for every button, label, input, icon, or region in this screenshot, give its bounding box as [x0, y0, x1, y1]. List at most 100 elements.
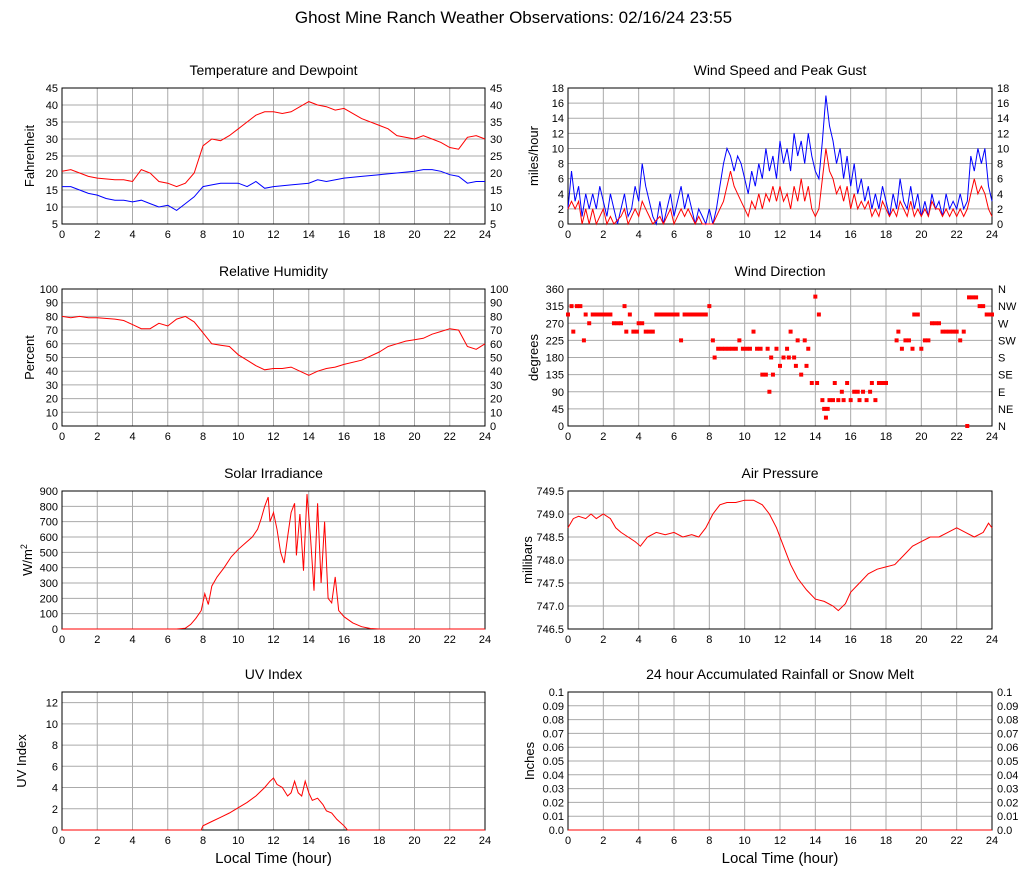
x-tick-label: 4 — [636, 229, 642, 241]
y-tick-label: 0.08 — [543, 715, 564, 727]
y-tick-label: 900 — [40, 486, 58, 498]
y-tick-label: 0.01 — [543, 811, 564, 823]
wind-direction-point — [631, 329, 636, 334]
y-tick-label-right: 0.0 — [997, 825, 1012, 837]
wind-direction-point — [786, 355, 791, 360]
wind-direction-point — [689, 312, 694, 317]
x-tick-label: 6 — [671, 431, 677, 443]
x-tick-label: 24 — [479, 835, 491, 847]
y-tick-label-right: 10 — [490, 202, 502, 214]
y-tick-label-right: 6 — [997, 174, 1003, 186]
x-tick-label: 8 — [706, 431, 712, 443]
wind-direction-point — [792, 355, 797, 360]
x-tick-label: 6 — [671, 835, 677, 847]
x-tick-label: 14 — [303, 229, 315, 241]
wind-direction-point — [947, 329, 952, 334]
y-tick-label: 0.02 — [543, 797, 564, 809]
wind-direction-point — [619, 321, 623, 326]
y-tick-label: 747.0 — [536, 601, 564, 613]
wind-direction-point — [845, 380, 850, 385]
y-tick-label: 12 — [46, 698, 58, 710]
wind-direction-point — [650, 329, 655, 334]
series-line-uv-0 — [62, 777, 485, 831]
compass-label: NE — [998, 404, 1013, 416]
y-tick-label-right: 0.04 — [997, 770, 1018, 782]
wind-direction-point — [700, 312, 705, 317]
wind-direction-point — [601, 312, 606, 317]
wind-direction-point — [664, 312, 669, 317]
wind-direction-point — [910, 346, 915, 351]
wind-direction-point — [657, 312, 662, 317]
wind-direction-point — [793, 363, 798, 368]
x-tick-label: 24 — [986, 835, 998, 847]
x-tick-label: 10 — [232, 229, 244, 241]
x-tick-label: 10 — [232, 431, 244, 443]
wind-direction-point — [675, 312, 680, 317]
x-tick-label: 20 — [408, 634, 420, 646]
x-tick-label: 22 — [444, 634, 456, 646]
y-tick-label-right: 0.05 — [997, 756, 1018, 768]
series-line-rh-0 — [61, 315, 486, 376]
wind-direction-point — [981, 304, 986, 309]
series-line-press-0 — [567, 499, 993, 612]
wind-direction-point — [967, 295, 972, 300]
x-tick-label: 18 — [880, 835, 892, 847]
wind-direction-point — [737, 338, 742, 343]
y-axis-label: W/m2 — [19, 544, 35, 576]
x-tick-label: 16 — [845, 229, 857, 241]
x-tick-label: 22 — [951, 634, 963, 646]
plot-frame — [61, 87, 486, 225]
y-tick-label: 600 — [40, 532, 58, 544]
y-tick-label-right: 0.01 — [997, 811, 1018, 823]
chart-title: 24 hour Accumulated Rainfall or Snow Mel… — [646, 666, 914, 682]
y-tick-label: 10 — [46, 202, 58, 214]
y-tick-label-right: 0.03 — [997, 784, 1018, 796]
y-tick-label-right: 12 — [997, 128, 1009, 140]
wind-direction-point — [760, 372, 765, 377]
wind-direction-point — [774, 346, 779, 351]
wind-direction-point — [906, 338, 911, 343]
wind-direction-point — [710, 338, 715, 343]
wind-direction-point — [848, 398, 853, 403]
wind-direction-point — [806, 346, 811, 351]
wind-direction-point — [583, 312, 588, 317]
y-tick-label-right: 15 — [490, 185, 502, 197]
wind-direction-point — [574, 304, 579, 309]
x-tick-label: 8 — [706, 634, 712, 646]
wind-direction-point — [730, 346, 735, 351]
wind-direction-point — [571, 329, 576, 334]
x-axis-label: Local Time (hour) — [722, 850, 839, 867]
wind-direction-point — [799, 372, 804, 377]
wind-direction-point — [884, 380, 888, 385]
y-tick-label: 10 — [46, 407, 58, 419]
y-tick-label: 2 — [558, 204, 564, 216]
wind-direction-point — [712, 355, 717, 360]
wind-direction-point — [915, 312, 920, 317]
wind-direction-point — [569, 304, 574, 309]
x-tick-label: 2 — [600, 634, 606, 646]
y-tick-label: 0 — [52, 825, 58, 837]
wind-direction-point — [852, 389, 857, 394]
wind-direction-point — [815, 380, 820, 385]
wind-direction-point — [611, 321, 616, 326]
x-tick-label: 22 — [951, 835, 963, 847]
y-tick-label: 749.0 — [536, 509, 564, 521]
x-tick-label: 18 — [373, 431, 385, 443]
wind-direction-point — [788, 329, 793, 334]
y-tick-label-right: 10 — [997, 143, 1009, 155]
wind-direction-point — [813, 294, 818, 299]
y-tick-label-right: 20 — [490, 168, 502, 180]
y-tick-label: 0 — [52, 624, 58, 636]
y-tick-label: 14 — [552, 113, 564, 125]
x-tick-label: 0 — [565, 431, 571, 443]
chart-title: Temperature and Dewpoint — [189, 62, 357, 78]
y-tick-label-right: 20 — [490, 394, 502, 406]
x-tick-label: 18 — [373, 229, 385, 241]
y-axis-label: UV Index — [14, 734, 29, 788]
x-tick-label: 2 — [600, 431, 606, 443]
